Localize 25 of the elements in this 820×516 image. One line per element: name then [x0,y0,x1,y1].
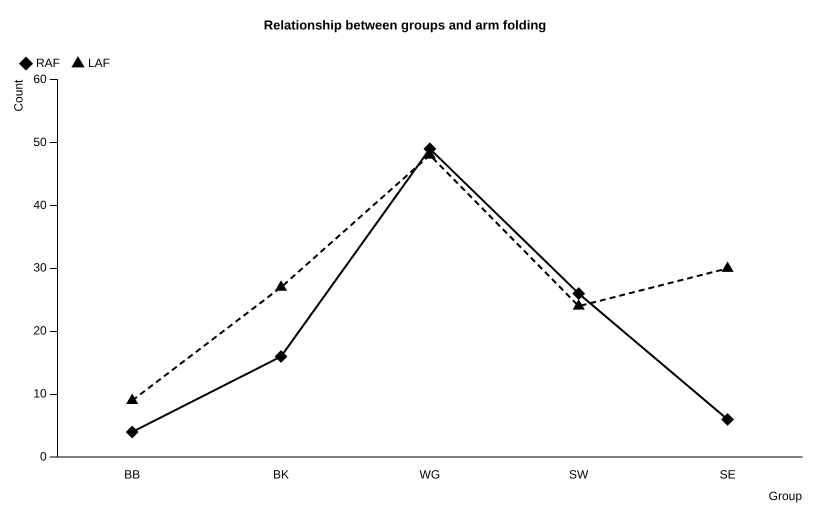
y-tick-label: 10 [33,386,48,401]
y-tick-label: 50 [33,134,48,149]
point [722,413,734,426]
x-tick-label: WG [420,468,440,482]
y-tick-label: 30 [33,260,48,275]
x-axis-title: Group [768,489,802,504]
point [275,350,288,363]
point [722,262,733,272]
y-axis-title: Count [12,78,26,112]
chart-title: Relationship between groups and arm folding [264,17,546,32]
legend-label: RAF [36,56,60,70]
point [572,288,585,300]
y-tick-label: 20 [33,324,48,338]
x-tick-label: SW [569,468,590,482]
point [126,426,138,438]
point [573,300,584,310]
y-tick-label: 0 [40,450,48,464]
point [126,394,138,404]
y-tick-label: 60 [33,72,48,86]
x-tick-label: BB [124,468,140,482]
x-tick-label: SE [720,468,736,482]
point [276,281,286,291]
y-tick-label: 40 [33,198,48,212]
x-tick-label: BK [273,468,290,482]
legend-label: LAF [88,56,110,70]
